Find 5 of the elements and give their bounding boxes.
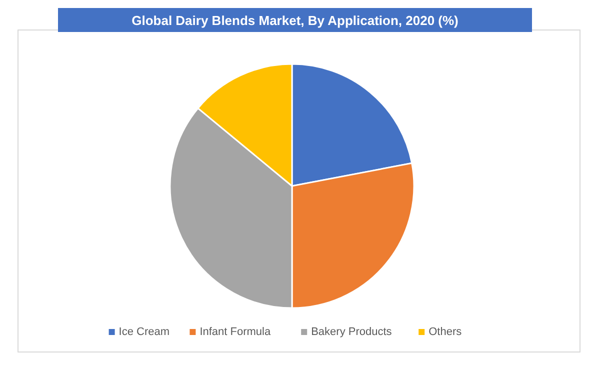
legend-label: Bakery Products <box>311 326 392 338</box>
legend-label: Ice Cream <box>118 326 170 338</box>
chart-title: Global Dairy Blends Market, By Application, 2020 (%) <box>132 13 458 28</box>
legend-label: Others <box>428 326 462 338</box>
legend-label: Infant Formula <box>200 326 272 338</box>
